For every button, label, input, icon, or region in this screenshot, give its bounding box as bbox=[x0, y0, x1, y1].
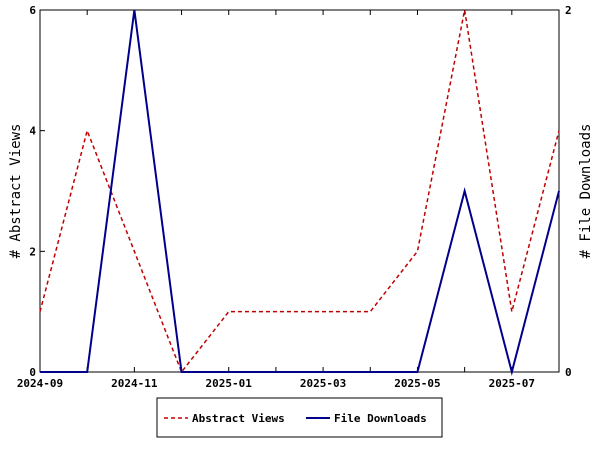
y-left-tick-label: 6 bbox=[29, 4, 36, 17]
x-tick-label: 2025-03 bbox=[300, 377, 346, 390]
series-layer bbox=[39, 9, 560, 376]
legend-box bbox=[156, 397, 443, 438]
x-tick-label: 2025-05 bbox=[394, 377, 440, 390]
y-left-tick-label: 2 bbox=[29, 245, 36, 258]
y-axis-left-title: # Abstract Views bbox=[8, 124, 24, 259]
x-tick-label: 2024-11 bbox=[111, 377, 158, 390]
y-right-tick-label: 0 bbox=[565, 366, 572, 379]
x-tick-label: 2025-07 bbox=[489, 377, 535, 390]
x-tick-label: 2024-09 bbox=[17, 377, 63, 390]
y-axis-right-title: # File Downloads bbox=[578, 124, 594, 259]
legend-label-file-downloads: File Downloads bbox=[334, 412, 427, 425]
plot-area bbox=[39, 9, 560, 373]
legend-label-abstract-views: Abstract Views bbox=[192, 412, 285, 425]
legend: Abstract Views File Downloads bbox=[156, 397, 443, 438]
series-line-file-downloads bbox=[40, 9, 560, 376]
y-left-tick-label: 0 bbox=[29, 366, 36, 379]
y-left-tick-label: 4 bbox=[29, 125, 36, 138]
y-right-tick-label: 2 bbox=[565, 4, 572, 17]
series-line-abstract-views bbox=[39, 9, 560, 374]
x-tick-label: 2025-01 bbox=[206, 377, 253, 390]
